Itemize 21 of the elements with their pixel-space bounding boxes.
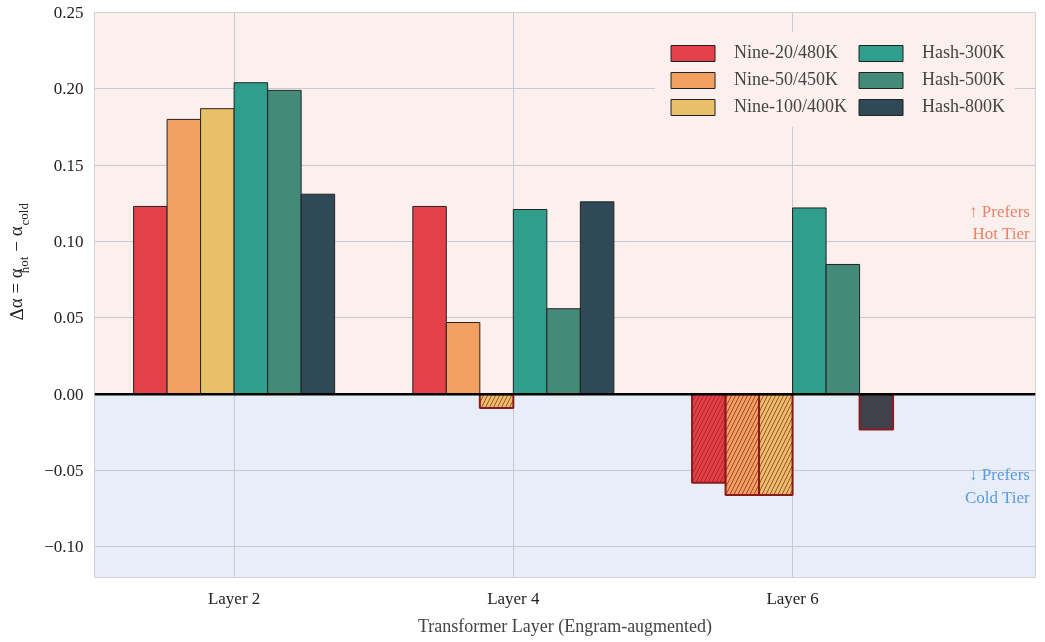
legend-label: Hash-500K — [922, 69, 1005, 90]
x-tick-label: Layer 4 — [487, 588, 541, 608]
y-tick-label: 0.10 — [53, 232, 84, 252]
band-label: ↓ Prefers Cold Tier — [964, 464, 1030, 507]
x-tick-label: Layer 6 — [766, 588, 819, 608]
y-tick-label: 0.15 — [53, 155, 84, 175]
legend-label: Nine-50/450K — [734, 69, 838, 90]
x-tick-label: Layer 2 — [207, 588, 261, 608]
y-tick-label: −0.05 — [44, 461, 84, 481]
y-tick-label: 0.25 — [53, 3, 84, 22]
legend-label: Nine-100/400K — [734, 96, 847, 117]
y-tick-label: 0.20 — [53, 79, 84, 99]
y-axis-title: Δα = αhot − αcold — [5, 202, 32, 321]
legend-label: Nine-20/480K — [734, 42, 838, 63]
legend-label: Hash-800K — [922, 96, 1005, 117]
legend-label: Hash-300K — [922, 42, 1005, 63]
band-label: ↑ Prefers Hot Tier — [969, 201, 1030, 244]
y-tick-label: −0.10 — [44, 537, 84, 557]
x-axis-title: Transformer Layer (Engram-augmented) — [417, 615, 713, 637]
y-tick-label: 0.05 — [53, 308, 84, 328]
y-tick-label: 0.00 — [53, 384, 84, 404]
